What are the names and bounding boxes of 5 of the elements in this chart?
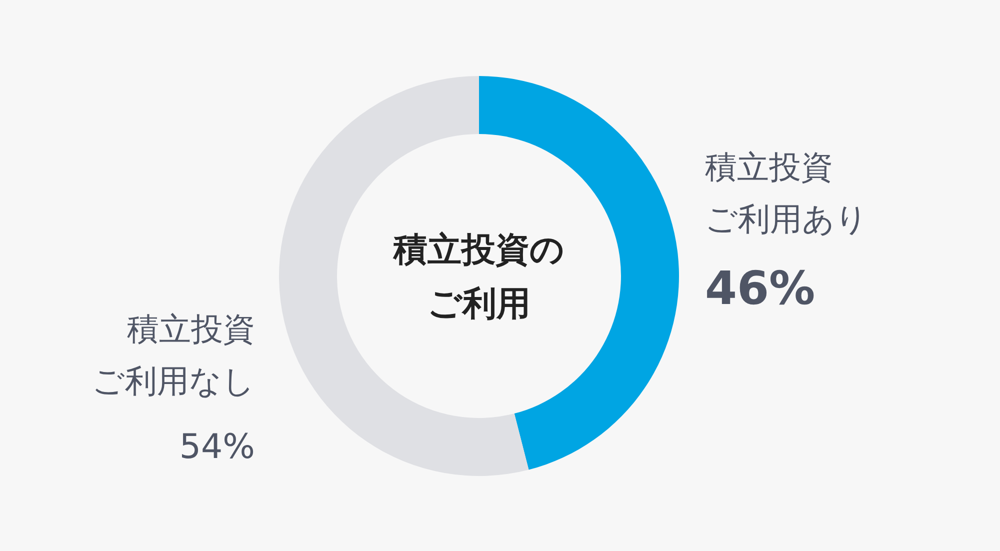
slice-label: 積立投資ご利用なし	[92, 310, 255, 400]
slice-label: 積立投資ご利用あり	[705, 148, 868, 238]
data-label: 46%	[705, 261, 816, 315]
text: 積立投資のご利用	[392, 230, 564, 324]
data-label: 54%	[179, 427, 255, 467]
